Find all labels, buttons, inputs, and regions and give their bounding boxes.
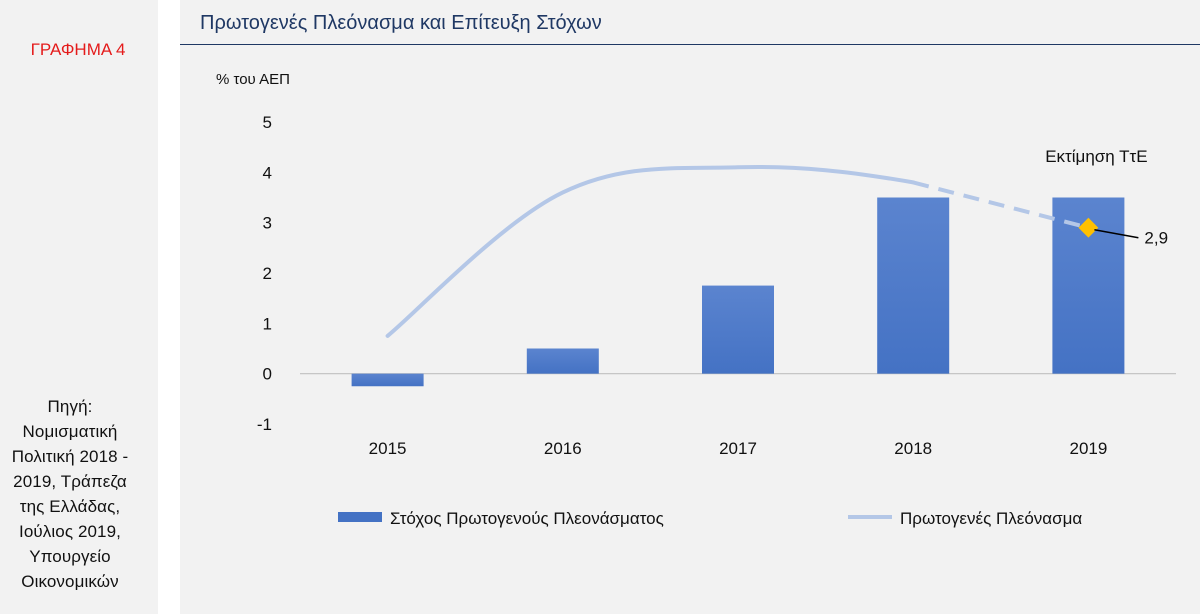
legend-bar-label: Στόχος Πρωτογενούς Πλεονάσματος	[390, 509, 664, 528]
legend-line-label: Πρωτογενές Πλεόνασμα	[900, 509, 1082, 528]
source-line: της Ελλάδας,	[19, 497, 121, 516]
title-rule	[180, 44, 1200, 45]
chart-svg: % του ΑΕΠ 5 4 3 2 1 0 -1 2015 2016 2017 2018 2019 Εκτ…	[216, 71, 1176, 528]
series-line-dashed	[912, 180, 1089, 230]
estimate-marker	[1078, 217, 1099, 238]
bar-2016	[526, 348, 599, 374]
legend-bar-swatch	[338, 512, 382, 522]
y-tick-label: 3	[263, 214, 272, 233]
source-line: Υπουργείο	[29, 547, 111, 566]
bar-2017	[702, 285, 774, 374]
source-line: Νομισματική	[22, 422, 118, 441]
source-line: 2019, Τράπεζα	[13, 472, 127, 491]
y-tick-label: 2	[263, 264, 272, 283]
bar-2018	[877, 197, 950, 374]
x-tick-label: 2018	[894, 439, 932, 458]
y-tick-label: -1	[257, 415, 272, 434]
source-line: Ιούλιος 2019,	[19, 522, 121, 541]
annotation-estimate: Εκτίμηση ΤτΕ	[1045, 147, 1147, 166]
y-tick-label: 0	[263, 365, 272, 384]
x-tick-label: 2017	[719, 439, 757, 458]
x-tick-label: 2019	[1069, 439, 1107, 458]
source-line: Πολιτική 2018 -	[11, 447, 129, 466]
panel-divider	[158, 0, 180, 614]
left-panel: ΓΡΑΦΗΜΑ 4 Πηγή: Νομισματική Πολιτική 201…	[0, 0, 158, 614]
x-tick-label: 2016	[544, 439, 582, 458]
bar-2015	[351, 373, 424, 387]
y-tick-label: 5	[263, 113, 272, 132]
y-axis-label: % του ΑΕΠ	[216, 71, 290, 88]
chart-title: Πρωτογενές Πλεόνασμα και Επίτευξη Στόχων	[200, 12, 602, 34]
source-line: Πηγή:	[47, 397, 93, 416]
y-tick-label: 4	[263, 163, 272, 182]
annotation-leader	[1094, 228, 1139, 239]
x-tick-label: 2015	[369, 439, 407, 458]
source-note: Πηγή: Νομισματική Πολιτική 2018 - 2019, …	[0, 394, 140, 594]
y-tick-label: 1	[263, 314, 272, 333]
chart-area: Πρωτογενές Πλεόνασμα και Επίτευξη Στόχων…	[180, 0, 1200, 614]
annotation-value: 2,9	[1144, 229, 1168, 248]
source-line: Οικονομικών	[21, 572, 119, 591]
figure-label: ΓΡΑΦΗΜΑ 4	[30, 40, 126, 59]
series-line-solid	[385, 165, 916, 338]
